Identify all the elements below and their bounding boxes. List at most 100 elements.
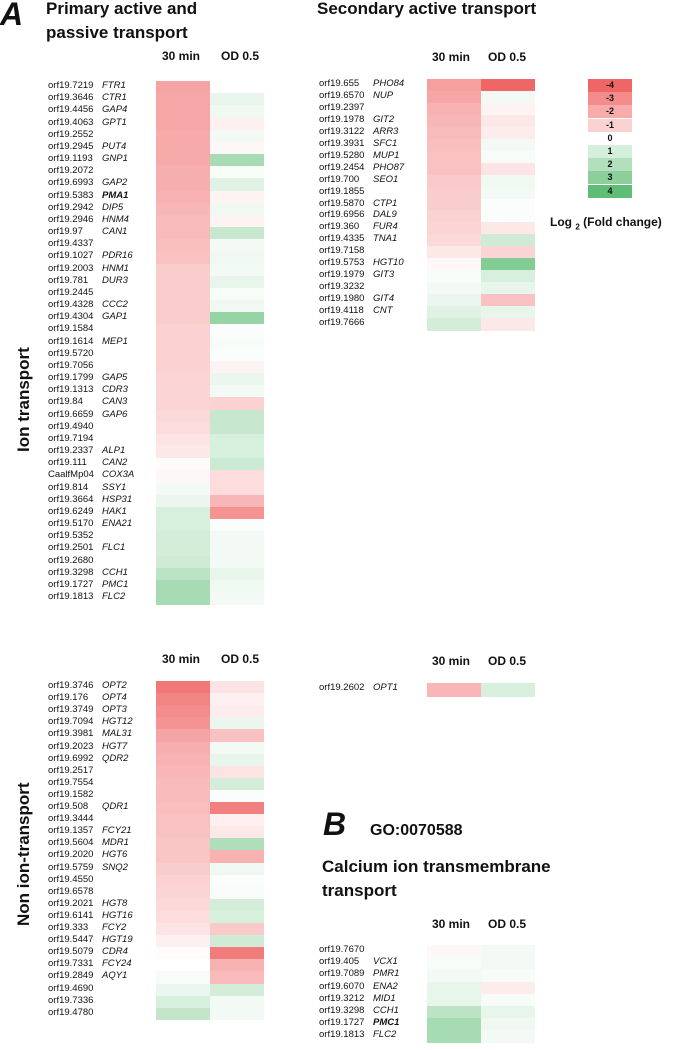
column-header: OD 0.5 xyxy=(221,49,260,63)
cell-od xyxy=(210,838,264,851)
column-header: 30 min xyxy=(162,49,201,63)
cell-30min xyxy=(156,239,210,252)
cell-30min xyxy=(156,470,210,484)
orf-id: orf19.5170 xyxy=(48,518,94,530)
row-label: orf19.1727 PMC1 xyxy=(319,1017,399,1029)
row-label: orf19.7158 xyxy=(319,245,364,257)
row-label: orf19.1980 GIT4 xyxy=(319,293,394,305)
gene-name: PUT4 xyxy=(102,140,127,152)
cell-od xyxy=(210,543,264,557)
orf-id: orf19.6141 xyxy=(48,909,94,921)
orf-id: orf19.2454 xyxy=(319,161,365,173)
gene-name: GPT1 xyxy=(102,116,127,128)
cell-od xyxy=(210,705,264,718)
cell-30min xyxy=(427,270,481,283)
cell-od xyxy=(481,294,535,307)
cell-od xyxy=(210,446,264,459)
cell-30min xyxy=(156,947,210,960)
row-label: orf19.2337 ALP1 xyxy=(48,445,125,457)
cell-od xyxy=(481,186,535,200)
orf-id: orf19.2023 xyxy=(48,740,94,752)
row-label: orf19.1584 xyxy=(48,323,93,335)
cell-30min xyxy=(427,683,481,697)
cell-od xyxy=(210,693,264,706)
cell-30min xyxy=(427,90,481,104)
gene-name: FCY24 xyxy=(102,958,132,970)
orf-id: orf19.3212 xyxy=(319,992,365,1004)
cell-30min xyxy=(156,971,210,985)
cell-od xyxy=(481,306,535,319)
cell-30min xyxy=(156,166,210,179)
orf-id: orf19.1979 xyxy=(319,269,365,281)
cell-od xyxy=(210,1007,264,1021)
row-label: orf19.4550 xyxy=(48,874,93,886)
gene-name: PMC1 xyxy=(373,1017,400,1029)
gene-name: HGT19 xyxy=(102,934,133,946)
cell-od xyxy=(481,162,535,176)
cell-od xyxy=(481,234,535,247)
row-label: orf19.1813 FLC2 xyxy=(48,591,125,603)
legend-swatch: 3 xyxy=(588,171,632,185)
gene-name: MDR1 xyxy=(102,837,129,849)
row-label: orf19.97 CAN1 xyxy=(48,226,127,238)
orf-id: orf19.5447 xyxy=(48,934,94,946)
row-label: orf19.2020 HGT6 xyxy=(48,849,127,861)
gene-name: VCX1 xyxy=(373,956,398,968)
cell-od xyxy=(210,336,264,350)
orf-id: orf19.1813 xyxy=(319,1029,365,1041)
cell-od xyxy=(210,886,264,900)
orf-id: orf19.6570 xyxy=(319,89,365,101)
cell-30min xyxy=(427,993,481,1007)
cell-30min xyxy=(156,397,210,411)
cell-od xyxy=(210,239,264,252)
gene-name: DUR3 xyxy=(102,274,128,286)
row-label: orf19.84 CAN3 xyxy=(48,396,127,408)
cell-od xyxy=(210,959,264,972)
orf-id: orf19.1584 xyxy=(48,323,94,335)
gene-name: GAP1 xyxy=(102,311,128,323)
cell-30min xyxy=(156,898,210,912)
cell-od xyxy=(210,373,264,386)
cell-30min xyxy=(156,482,210,496)
orf-id: orf19.4550 xyxy=(48,873,94,885)
orf-id: orf19.2445 xyxy=(48,286,94,298)
orf-id: orf19.2397 xyxy=(319,101,365,113)
cell-od xyxy=(210,93,264,106)
gene-name: HGT7 xyxy=(102,740,128,752)
row-label: orf19.4456 GAP4 xyxy=(48,104,127,116)
column-header: OD 0.5 xyxy=(488,50,527,64)
cell-30min xyxy=(156,117,210,131)
row-label: orf19.7094 HGT12 xyxy=(48,716,133,728)
cell-od xyxy=(210,741,264,755)
cell-30min xyxy=(156,838,210,851)
orf-id: orf19.5870 xyxy=(319,197,365,209)
cell-30min xyxy=(156,826,210,839)
gene-name: OPT2 xyxy=(102,680,127,691)
gene-name: QDR2 xyxy=(102,752,129,764)
cell-od xyxy=(210,227,264,240)
orf-id: orf19.7089 xyxy=(319,968,365,980)
legend-swatch: -4 xyxy=(588,79,632,92)
cell-30min xyxy=(156,287,210,301)
cell-od xyxy=(210,385,264,399)
cell-od xyxy=(210,397,264,411)
row-label: orf19.700 SEO1 xyxy=(319,174,398,186)
cell-30min xyxy=(156,862,210,876)
gene-name: MAL31 xyxy=(102,728,133,740)
orf-id: orf19.2552 xyxy=(48,128,94,140)
non-ion-transport-label: Non ion-transport xyxy=(14,782,33,926)
gene-name: COX3A xyxy=(102,469,135,481)
cell-30min xyxy=(156,275,210,289)
column-header: 30 min xyxy=(162,652,201,666)
gene-name: GNP1 xyxy=(102,153,128,165)
gene-name: CTR1 xyxy=(102,92,127,104)
cell-30min xyxy=(427,1006,481,1019)
orf-id: orf19.4456 xyxy=(48,104,94,116)
orf-id: orf19.5720 xyxy=(48,347,94,359)
row-label: orf19.4304 GAP1 xyxy=(48,311,127,323)
orf-id: orf19.7194 xyxy=(48,432,94,444)
cell-od xyxy=(481,114,535,128)
orf-id: orf19.5753 xyxy=(319,257,365,269)
cell-od xyxy=(481,1030,535,1044)
gene-name: PMR1 xyxy=(373,968,400,980)
